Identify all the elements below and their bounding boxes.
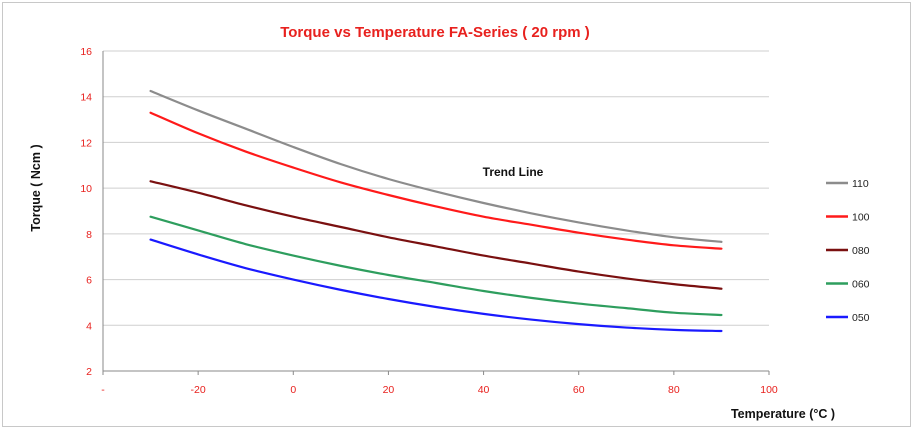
- y-tick-label: 14: [80, 92, 92, 104]
- x-tick-label: 100: [760, 384, 778, 396]
- y-axis-label: Torque ( Ncm ): [29, 144, 43, 231]
- series-line-080: [149, 180, 723, 290]
- series-line-060: [149, 215, 723, 317]
- legend: 110 100 080 060 050: [826, 178, 870, 324]
- chart-frame: [2, 2, 911, 427]
- x-tick-label: -: [101, 384, 105, 396]
- x-tick-label: 0: [290, 384, 296, 396]
- series-line-110: [149, 89, 723, 243]
- legend-label-080: 080: [852, 245, 870, 257]
- series-line-100: [149, 111, 723, 250]
- y-tick-labels: 2 4 6 8 10 12 14 16: [80, 46, 92, 378]
- x-tick-label: 40: [478, 384, 490, 396]
- axes: [102, 51, 770, 375]
- series-line-050: [149, 238, 723, 333]
- y-tick-label: 4: [86, 320, 92, 332]
- x-tick-label: 80: [668, 384, 680, 396]
- y-tick-label: 10: [80, 183, 92, 195]
- y-tick-label: 8: [86, 229, 92, 241]
- y-tick-label: 16: [80, 46, 92, 58]
- x-axis-label: Temperature (°C ): [731, 407, 835, 421]
- chart-title: Torque vs Temperature FA-Series ( 20 rpm…: [280, 24, 590, 41]
- trend-line-annotation: Trend Line: [483, 165, 544, 179]
- x-tick-label: -20: [191, 384, 206, 396]
- y-tick-label: 2: [86, 366, 92, 378]
- legend-label-060: 060: [852, 279, 870, 291]
- legend-label-110: 110: [852, 178, 869, 190]
- x-tick-label: 60: [573, 384, 585, 396]
- gridlines: [103, 50, 769, 326]
- x-tick-label: 20: [383, 384, 395, 396]
- legend-label-050: 050: [852, 312, 870, 324]
- legend-label-100: 100: [852, 212, 870, 224]
- series-lines: [149, 89, 723, 333]
- y-tick-label: 12: [80, 137, 92, 149]
- x-tick-labels: - -20 0 20 40 60 80 100: [101, 384, 778, 396]
- y-tick-label: 6: [86, 275, 92, 287]
